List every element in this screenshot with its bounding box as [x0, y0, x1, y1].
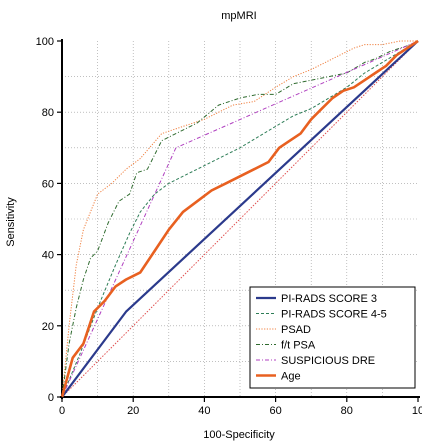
legend-label: SUSPICIOUS DRE: [281, 355, 375, 367]
x-tick-label: 80: [341, 405, 353, 417]
y-tick-label: 80: [42, 107, 54, 119]
y-tick-label: 60: [42, 178, 54, 190]
x-axis-title: 100-Specificity: [203, 429, 275, 441]
x-tick-label: 10: [412, 405, 422, 417]
y-tick-label: 0: [48, 392, 54, 404]
legend-label: PI-RADS SCORE 4-5: [281, 309, 387, 321]
series-line-pi-rads-score-4-5: [61, 40, 419, 398]
series-line-suspicious-dre: [61, 40, 419, 398]
legend-label: PI-RADS SCORE 3: [281, 293, 377, 305]
series-line-pi-rads-score-3: [61, 40, 419, 398]
legend-label: PSAD: [281, 324, 311, 336]
legend-label: Age: [281, 371, 301, 383]
series-line-psad: [61, 40, 418, 398]
x-tick-label: 20: [127, 405, 139, 417]
chart-title: mpMRI: [221, 10, 256, 22]
series-line-f-t-psa: [61, 40, 419, 398]
y-tick-label: 40: [42, 250, 54, 262]
x-tick-label: 60: [269, 405, 281, 417]
y-tick-label: 20: [42, 321, 54, 333]
x-tick-label: 40: [198, 405, 210, 417]
y-axis-title: Sensitivity: [5, 197, 17, 247]
legend: PI-RADS SCORE 3 PI-RADS SCORE 4-5 PSAD f/t …: [249, 286, 416, 389]
series-lines: [60, 39, 419, 398]
legend-box: [249, 286, 416, 389]
legend-label: f/t PSA: [281, 340, 316, 352]
series-line-age: [60, 39, 419, 398]
plot-frame: [60, 39, 420, 399]
y-tick-label: 100: [36, 36, 54, 48]
x-tick-label: 0: [59, 405, 65, 417]
